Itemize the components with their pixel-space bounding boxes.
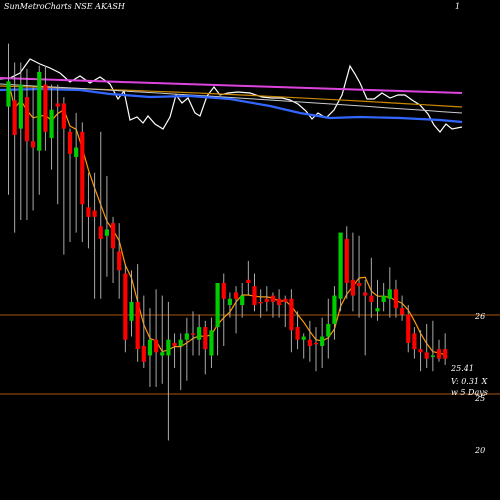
corner-mark: 1 xyxy=(455,2,461,11)
candle-up xyxy=(104,229,109,236)
candle-down xyxy=(418,349,423,353)
candle-up xyxy=(147,339,153,356)
volume-readout: V: 0.31 X xyxy=(451,377,488,386)
price-readout: 25.41 xyxy=(451,364,474,373)
candle-down xyxy=(86,207,91,217)
candle-up xyxy=(320,336,325,346)
candle-down xyxy=(369,295,374,302)
candle-down xyxy=(313,342,319,345)
candle-down xyxy=(203,327,208,350)
candle-down xyxy=(123,273,128,340)
candle-down xyxy=(80,131,85,205)
candle-up xyxy=(166,339,171,356)
candle-down xyxy=(443,349,448,359)
candle-down xyxy=(295,327,300,340)
candle-down xyxy=(264,298,269,302)
candle-down xyxy=(221,283,226,299)
ma-long-line xyxy=(0,87,463,124)
candle-down xyxy=(356,283,362,287)
candle-down xyxy=(172,342,177,346)
candle-up xyxy=(18,84,23,129)
chart-title: SunMetroCharts NSE AKASH xyxy=(4,2,125,11)
candle-up xyxy=(178,339,183,346)
candle-down xyxy=(135,301,140,350)
candle-down xyxy=(412,333,417,350)
period-readout: w 5 Days xyxy=(451,388,488,397)
candle-up xyxy=(227,298,232,306)
candle-down xyxy=(98,226,103,239)
candle-up xyxy=(197,327,202,340)
oscillator xyxy=(0,58,463,133)
candle-down xyxy=(43,84,48,132)
y-tick-label: 25 xyxy=(475,394,486,403)
moving-averages xyxy=(0,77,463,356)
candle-down xyxy=(233,292,239,299)
candle-down xyxy=(277,298,282,306)
candle-down xyxy=(393,289,399,309)
candle-up xyxy=(215,283,220,328)
candle-down xyxy=(110,223,116,249)
candle-down xyxy=(283,298,288,302)
candle-up xyxy=(6,81,11,107)
candle-down xyxy=(350,279,355,296)
candle-up xyxy=(209,330,214,356)
candle-down xyxy=(307,339,312,346)
candle-down xyxy=(154,339,159,353)
candle-up xyxy=(381,295,386,302)
candle-down xyxy=(258,301,263,304)
price-levels xyxy=(0,314,500,395)
candle-up xyxy=(240,295,245,306)
candle-up xyxy=(37,71,42,151)
candle-down xyxy=(363,292,368,296)
candle-up xyxy=(326,323,331,337)
candle-up xyxy=(332,295,337,324)
candle-down xyxy=(141,346,146,362)
ma-long-line xyxy=(0,77,463,94)
candle-down xyxy=(31,141,36,148)
candle-down xyxy=(400,308,405,315)
candle-down xyxy=(289,298,294,331)
candle-down xyxy=(436,349,442,359)
candle-down xyxy=(61,103,66,129)
candle-down xyxy=(92,210,97,217)
candle-down xyxy=(406,314,411,343)
candle-down xyxy=(67,131,73,154)
candle-down xyxy=(424,352,429,359)
candle-down xyxy=(252,286,257,306)
y-tick-label: 26 xyxy=(475,312,486,321)
candle-down xyxy=(24,97,30,142)
candle-up xyxy=(387,289,392,299)
candle-up xyxy=(74,147,79,157)
candle-up xyxy=(301,336,306,340)
candle-down xyxy=(117,251,122,271)
candle-down xyxy=(246,279,251,283)
y-tick-label: 20 xyxy=(475,446,486,455)
candle-up xyxy=(184,333,189,340)
ma-fast-line xyxy=(7,81,446,356)
candle-up xyxy=(430,355,435,357)
candle-down xyxy=(12,100,17,135)
oscillator-line xyxy=(0,58,463,133)
candle-up xyxy=(129,301,134,321)
candle-down xyxy=(344,238,349,283)
candle-up xyxy=(49,109,54,139)
candle-up xyxy=(375,308,380,312)
candle-down xyxy=(55,103,60,107)
candle-up xyxy=(160,352,165,356)
candle-up xyxy=(338,232,343,299)
candle-down xyxy=(270,295,276,302)
candles xyxy=(6,43,448,441)
ma-mid-line xyxy=(0,83,463,114)
candle-down xyxy=(190,333,196,335)
